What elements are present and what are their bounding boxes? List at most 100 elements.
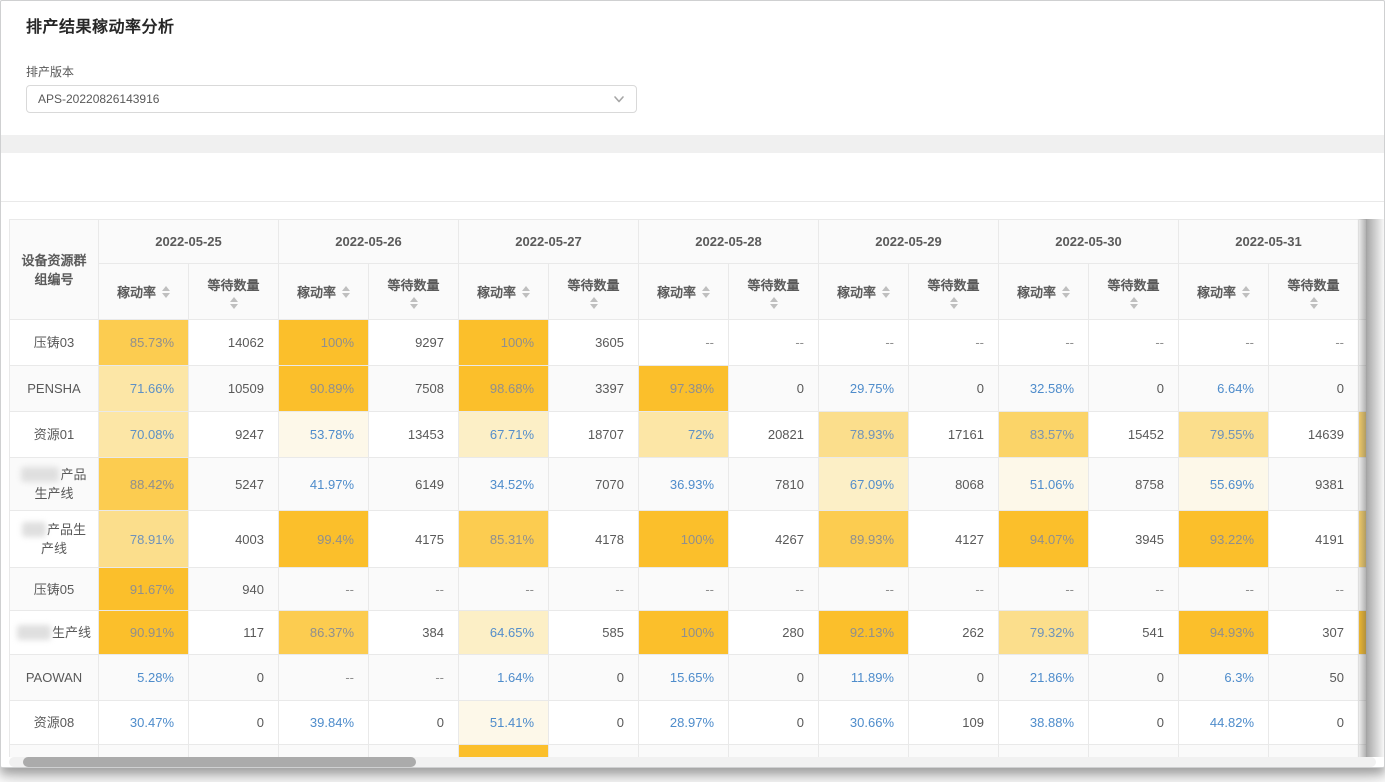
row-name-cell: 资源01 [9, 411, 99, 458]
rate-cell: 64.65% [458, 610, 549, 655]
wait-sort-header[interactable]: 等待数量 [1088, 263, 1179, 320]
wait-cell: 940 [188, 567, 279, 611]
next-column-peek-cell [1358, 700, 1367, 745]
rate-cell: 91.67% [98, 567, 189, 611]
rate-sort-header[interactable]: 稼动率 [998, 263, 1089, 320]
row-name-cell: 生产线 [9, 610, 99, 655]
date-header: 2022-05-29 [818, 219, 999, 264]
rate-cell: -- [1178, 567, 1269, 611]
rate-cell: 100% [638, 510, 729, 568]
wait-cell: 7070 [548, 457, 639, 511]
wait-sort-header[interactable]: 等待数量 [908, 263, 999, 320]
rate-cell: -- [458, 567, 549, 611]
rate-cell: 6.3% [1178, 654, 1269, 701]
row-name-cell: 产品生产线 [9, 510, 99, 568]
wait-cell: 6149 [368, 457, 459, 511]
wait-cell: 0 [1088, 654, 1179, 701]
wait-cell: 262 [908, 610, 999, 655]
wait-sort-header[interactable]: 等待数量 [1268, 263, 1359, 320]
wait-cell: 5247 [188, 457, 279, 511]
section-divider-band [1, 135, 1384, 153]
sort-icon [702, 285, 710, 298]
rate-cell: 99.4% [278, 510, 369, 568]
next-column-peek-cell [1358, 510, 1367, 568]
next-column-peek-cell [1358, 654, 1367, 701]
rate-cell: 29.75% [818, 365, 909, 412]
wait-cell [1268, 744, 1359, 757]
rate-cell: 94.93% [1178, 610, 1269, 655]
chevron-down-icon [614, 96, 624, 103]
wait-cell: -- [728, 567, 819, 611]
table-row: 产品生产线 78.91% 4003 99.4% 4175 85.31% 4178 100% 42… [9, 510, 1367, 568]
wait-cell: -- [908, 319, 999, 366]
rate-sort-header[interactable]: 稼动率 [278, 263, 369, 320]
version-select[interactable]: APS-20220826143916 [26, 85, 637, 113]
wait-cell: 4178 [548, 510, 639, 568]
wait-sort-header[interactable]: 等待数量 [548, 263, 639, 320]
corner-header: 设备资源群组编号 [9, 219, 99, 320]
wait-cell: 17161 [908, 411, 999, 458]
sort-icon [949, 296, 958, 309]
wait-cell: 0 [728, 365, 819, 412]
date-header: 2022-05-26 [278, 219, 459, 264]
wait-cell: -- [1088, 567, 1179, 611]
rate-sort-header[interactable]: 稼动率 [818, 263, 909, 320]
rate-cell: 67.09% [818, 457, 909, 511]
scrollbar-thumb[interactable] [23, 757, 416, 767]
wait-cell: 9297 [368, 319, 459, 366]
wait-cell: 15452 [1088, 411, 1179, 458]
rate-cell: 30.47% [98, 700, 189, 745]
version-select-value: APS-20220826143916 [38, 92, 160, 106]
wait-cell: -- [368, 654, 459, 701]
rate-cell: 90.89% [278, 365, 369, 412]
row-name-cell: 压铸05 [9, 567, 99, 611]
rate-sort-header[interactable]: 稼动率 [458, 263, 549, 320]
rate-cell: 88.42% [98, 457, 189, 511]
rate-cell: 53.78% [278, 411, 369, 458]
wait-cell: 10509 [188, 365, 279, 412]
rate-cell: -- [638, 319, 729, 366]
sort-icon [882, 285, 890, 298]
rate-cell [98, 744, 189, 757]
rate-cell: 85.31% [458, 510, 549, 568]
rate-cell: 67.71% [458, 411, 549, 458]
wait-cell: 14639 [1268, 411, 1359, 458]
date-header: 2022-05-28 [638, 219, 819, 264]
wait-sort-header[interactable]: 等待数量 [728, 263, 819, 320]
wait-cell: 8758 [1088, 457, 1179, 511]
rate-cell: 6.64% [1178, 365, 1269, 412]
wait-cell: 0 [728, 654, 819, 701]
table-header-row-dates: 设备资源群组编号 2022-05-25 2022-05-26 2022-05-27 20… [9, 219, 1367, 320]
wait-cell: -- [1268, 319, 1359, 366]
rate-cell: 89.93% [818, 510, 909, 568]
wait-sort-header[interactable]: 等待数量 [188, 263, 279, 320]
wait-sort-header[interactable]: 等待数量 [368, 263, 459, 320]
rate-cell: 51.06% [998, 457, 1089, 511]
table-row: 生产线 90.91% 117 86.37% 384 64.65% 585 100% 280 92.… [9, 610, 1367, 655]
table-row: 资源01 70.08% 9247 53.78% 13453 67.71% 18707 72% 2… [9, 411, 1367, 458]
rate-cell: 93.22% [1178, 510, 1269, 568]
redacted-text [17, 625, 51, 640]
row-name-cell: PAOWAN [9, 654, 99, 701]
rate-sort-header[interactable]: 稼动率 [98, 263, 189, 320]
rate-cell: 30.66% [818, 700, 909, 745]
rate-sort-header[interactable]: 稼动率 [1178, 263, 1269, 320]
wait-cell: 0 [1088, 365, 1179, 412]
wait-cell: 0 [1268, 365, 1359, 412]
wait-cell: -- [1268, 567, 1359, 611]
wait-cell: 0 [188, 700, 279, 745]
wait-cell [548, 744, 639, 757]
next-column-peek-cell [1358, 319, 1367, 366]
wait-cell: 7810 [728, 457, 819, 511]
table-header-row-metrics: 稼动率 等待数量 稼动率 等待数量 稼动率 等待数量 稼动率 等待数量 稼动率 等待数量 稼动率 等待… [10, 263, 1367, 320]
rate-cell: -- [278, 567, 369, 611]
rate-sort-header[interactable]: 稼动率 [638, 263, 729, 320]
rate-cell: 5.28% [98, 654, 189, 701]
wait-cell: 13453 [368, 411, 459, 458]
sort-icon [1309, 296, 1318, 309]
date-header: 2022-05-27 [458, 219, 639, 264]
horizontal-scrollbar[interactable] [9, 757, 1376, 767]
rate-cell: 1.64% [458, 654, 549, 701]
rate-cell: 21.86% [998, 654, 1089, 701]
wait-cell: 9247 [188, 411, 279, 458]
